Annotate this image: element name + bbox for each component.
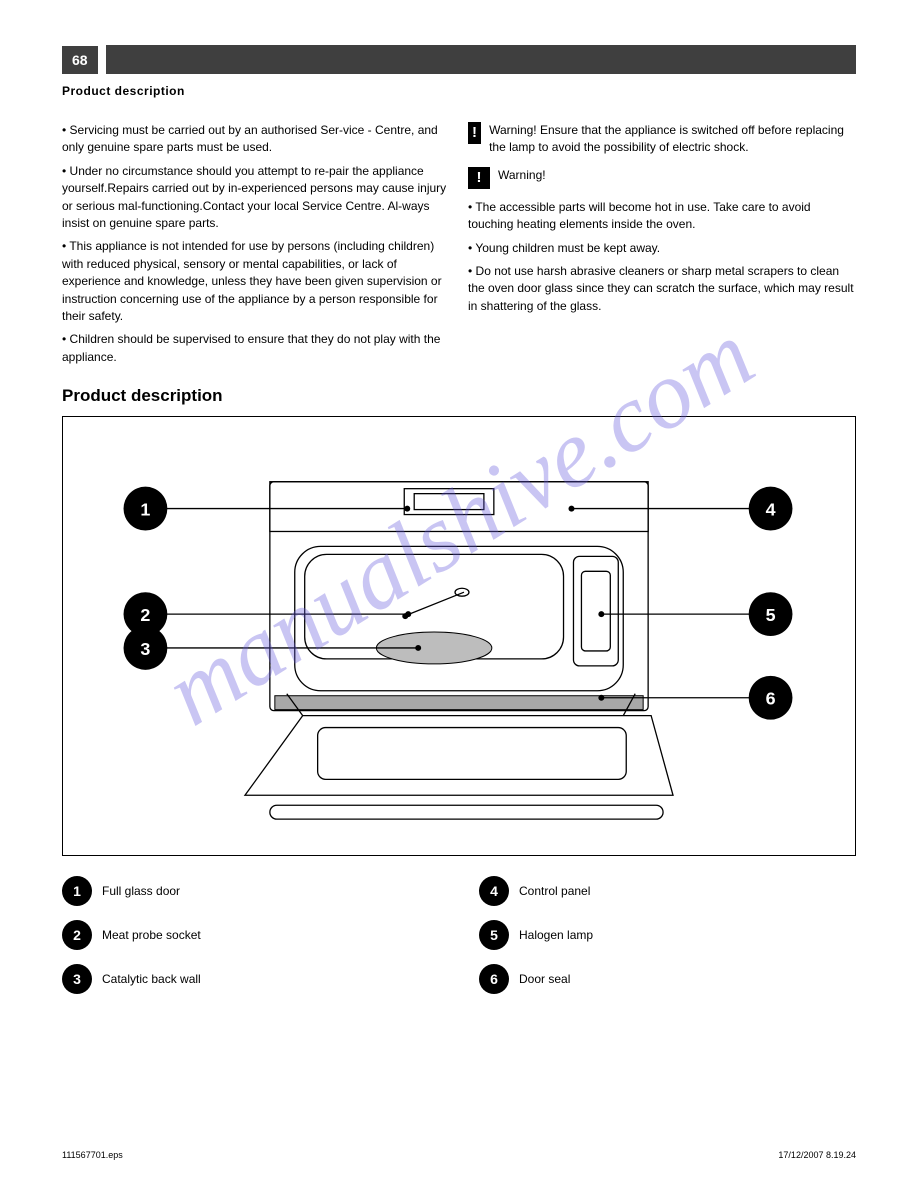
legend-col-left: 1 Full glass door 2 Meat probe socket 3 … xyxy=(62,876,439,1008)
legend-num: 2 xyxy=(62,920,92,950)
legend-text: Door seal xyxy=(519,972,570,986)
header-breadcrumb: Product description xyxy=(62,84,856,98)
oven-diagram: 1 2 3 4 5 6 xyxy=(63,417,855,855)
callout-num: 5 xyxy=(766,605,776,625)
callout-num: 3 xyxy=(140,639,150,659)
footer-right: 17/12/2007 8.19.24 xyxy=(778,1150,856,1160)
para: • The accessible parts will become hot i… xyxy=(468,199,856,234)
legend-text: Halogen lamp xyxy=(519,928,593,942)
legend-item: 5 Halogen lamp xyxy=(479,920,856,950)
legend-text: Control panel xyxy=(519,884,590,898)
legend-item: 3 Catalytic back wall xyxy=(62,964,439,994)
footer: 111567701.eps 17/12/2007 8.19.24 xyxy=(62,1150,856,1160)
door-seal xyxy=(275,696,643,710)
legend-item: 1 Full glass door xyxy=(62,876,439,906)
callout-num: 4 xyxy=(766,500,776,520)
warning-block: ! Warning! xyxy=(468,167,856,189)
footer-left: 111567701.eps xyxy=(62,1150,123,1160)
callout-dot xyxy=(415,645,421,651)
callout-num: 6 xyxy=(766,689,776,709)
callout-dot xyxy=(569,506,575,512)
right-column: ! Warning! Ensure that the appliance is … xyxy=(468,122,856,372)
body-columns: • Servicing must be carried out by an au… xyxy=(62,122,856,372)
legend-num: 5 xyxy=(479,920,509,950)
left-column: • Servicing must be carried out by an au… xyxy=(62,122,450,372)
legend-num: 4 xyxy=(479,876,509,906)
handle xyxy=(270,805,663,819)
legend-text: Catalytic back wall xyxy=(102,972,201,986)
warning-text: Warning! xyxy=(498,167,546,184)
warning-icon: ! xyxy=(468,167,490,189)
header-bar: 68 xyxy=(62,45,856,74)
callout-num: 2 xyxy=(140,605,150,625)
warning-icon: ! xyxy=(468,122,481,144)
callout-dot xyxy=(598,695,604,701)
callout-dot xyxy=(405,611,411,617)
para: • Servicing must be carried out by an au… xyxy=(62,122,450,157)
callout-dot xyxy=(598,611,604,617)
warning-text: Warning! Ensure that the appliance is sw… xyxy=(489,122,856,157)
legend-text: Full glass door xyxy=(102,884,180,898)
callout-dot xyxy=(404,506,410,512)
para: • Under no circumstance should you attem… xyxy=(62,163,450,233)
header-stripe xyxy=(106,45,856,74)
legend-num: 6 xyxy=(479,964,509,994)
para: • Children should be supervised to ensur… xyxy=(62,331,450,366)
legend-num: 3 xyxy=(62,964,92,994)
legend-item: 6 Door seal xyxy=(479,964,856,994)
para: • This appliance is not intended for use… xyxy=(62,238,450,325)
page-number: 68 xyxy=(62,46,98,74)
legend-text: Meat probe socket xyxy=(102,928,201,942)
diagram-box: 1 2 3 4 5 6 xyxy=(62,416,856,856)
legend: 1 Full glass door 2 Meat probe socket 3 … xyxy=(62,876,856,1008)
section-title: Product description xyxy=(62,386,856,406)
warning-block: ! Warning! Ensure that the appliance is … xyxy=(468,122,856,157)
para: • Do not use harsh abrasive cleaners or … xyxy=(468,263,856,315)
legend-col-right: 4 Control panel 5 Halogen lamp 6 Door se… xyxy=(479,876,856,1008)
legend-item: 2 Meat probe socket xyxy=(62,920,439,950)
para: • Young children must be kept away. xyxy=(468,240,856,257)
legend-item: 4 Control panel xyxy=(479,876,856,906)
callout-num: 1 xyxy=(140,500,150,520)
legend-num: 1 xyxy=(62,876,92,906)
